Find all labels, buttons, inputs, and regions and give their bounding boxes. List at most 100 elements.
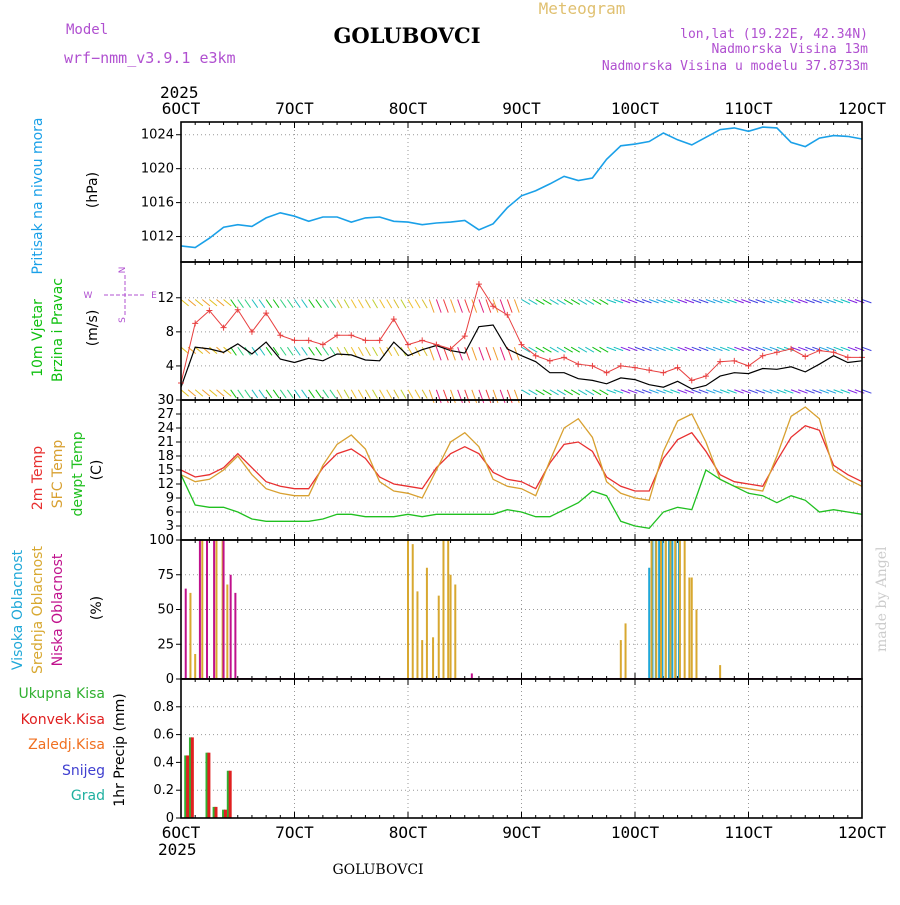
y-tick-label: 75	[157, 568, 174, 583]
wind-gust-marker	[419, 337, 426, 344]
wind-barb	[812, 389, 822, 394]
wind-barb	[641, 389, 652, 394]
wind-gust-marker	[504, 311, 511, 318]
wind-gust-marker	[248, 328, 255, 335]
wind-speed-line	[180, 324, 863, 390]
wind-barb	[265, 346, 273, 356]
wind-barb	[315, 346, 322, 356]
wind-barb	[478, 299, 485, 313]
wind-barb	[620, 299, 631, 304]
wind-barb	[549, 299, 559, 305]
wind-barb	[471, 299, 478, 313]
wind-barb	[705, 299, 716, 304]
wind-barb	[343, 389, 350, 399]
wind-barb	[357, 389, 364, 399]
wind-barb	[790, 346, 801, 352]
wind-barb	[719, 346, 730, 352]
wind-barb	[535, 346, 545, 353]
precip-ice-label: Zaledj.Kisa	[28, 737, 105, 753]
wind-barb	[840, 346, 851, 352]
wind-barb	[847, 299, 858, 304]
wind-gust-marker	[405, 341, 411, 348]
y-tick-label: 0	[166, 672, 174, 687]
wind-barb	[365, 389, 371, 399]
wind-barb	[187, 389, 197, 397]
wind-barb	[379, 389, 386, 399]
wind-barb	[570, 299, 581, 305]
wind-barb	[698, 389, 709, 394]
wind-barb	[506, 299, 513, 313]
wind-barb	[712, 389, 723, 394]
wind-barb	[847, 389, 858, 394]
wind-barb	[180, 346, 189, 354]
wind-barb	[570, 389, 581, 396]
wind-barb	[350, 346, 357, 357]
wind-barb	[833, 299, 844, 304]
wind-barb	[719, 389, 730, 394]
wind-barb	[194, 346, 204, 354]
wind-barb	[464, 299, 471, 313]
wind-barb	[712, 299, 723, 304]
wind-barb	[216, 299, 225, 307]
wind-gust-marker	[759, 352, 766, 359]
wind-barb	[201, 389, 211, 397]
wind-barb	[386, 389, 393, 399]
wind-barb	[365, 299, 371, 309]
wind-barb	[698, 346, 709, 352]
wind-gust-marker	[575, 361, 582, 368]
wind-barb	[592, 346, 602, 353]
y-tick-label: 12	[157, 291, 174, 306]
precip-conv-bar	[228, 770, 232, 818]
y-tick-label: 0.2	[153, 783, 174, 798]
wind-barb	[741, 346, 751, 352]
hail-label: Grad	[71, 788, 105, 804]
wind-barb	[705, 389, 716, 394]
wind-gust-marker	[518, 341, 525, 348]
wind-title-1: 10m Vjetar	[30, 299, 46, 377]
wind-gust-marker	[617, 362, 624, 369]
wind-barb	[783, 389, 794, 394]
panel-frame	[180, 678, 863, 819]
wind-barb	[762, 389, 773, 394]
station-title: GOLUBOVCI	[333, 23, 480, 48]
wind-barb	[393, 346, 400, 357]
y-tick-label: 0.6	[153, 728, 174, 743]
wind-barb	[187, 299, 197, 307]
wind-barb	[698, 299, 709, 304]
wind-gust-marker	[362, 337, 369, 344]
x-axis-top-labels: 6OCT 7OCT 8OCT 9OCT 10OCT 11OCT 12OCT	[162, 99, 887, 118]
wind-barb	[414, 299, 421, 309]
wind-barb	[776, 389, 787, 394]
wind-barb	[797, 389, 808, 394]
wind-gust-marker	[561, 354, 568, 361]
wind-barb	[755, 389, 766, 394]
y-tick-label: 50	[157, 603, 174, 618]
wind-barb	[301, 299, 308, 308]
wind-barb	[407, 389, 414, 399]
wind-barb	[286, 346, 294, 356]
wind-barb	[563, 299, 573, 305]
y-tick-label: 18	[157, 449, 174, 464]
wind-barb	[428, 347, 435, 361]
wind-gust-marker	[702, 373, 709, 380]
wind-barb	[315, 299, 322, 308]
wind-gust-marker	[830, 349, 837, 356]
wind-gust-marker	[305, 337, 312, 344]
wind-gust-marker	[348, 332, 355, 339]
wind-barb	[542, 346, 552, 353]
y-tick-label: 0.4	[153, 755, 174, 770]
compass-w: W	[84, 291, 93, 301]
wind-gust-marker	[447, 345, 454, 352]
wind-barb	[442, 299, 449, 313]
wind-barb	[819, 389, 830, 394]
wind-barb	[279, 346, 287, 356]
wind-barb	[585, 389, 595, 396]
wind-barb	[620, 346, 631, 352]
wind-barb	[223, 389, 232, 397]
wind-barb	[549, 346, 559, 353]
wind-barb	[265, 299, 273, 308]
wind-barb	[279, 389, 287, 399]
wind-barb	[350, 299, 357, 309]
y-tick-label: 30	[157, 393, 174, 408]
